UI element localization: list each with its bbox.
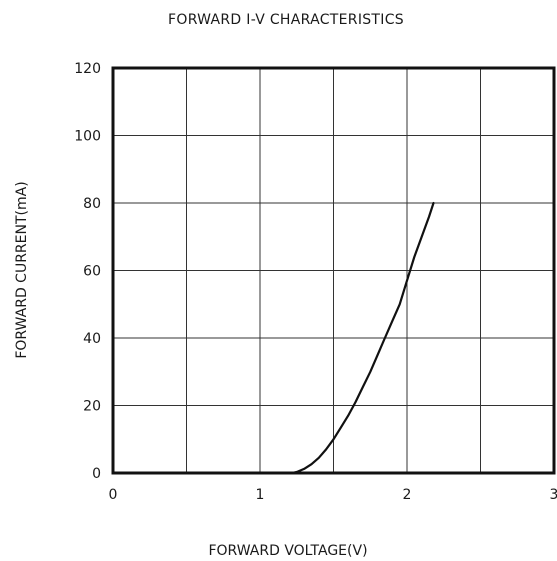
y-tick-label: 120	[74, 61, 101, 77]
tick-labels: 0 1 2 3 0 20 40 60 80 100 120	[74, 61, 557, 503]
x-tick-label: 0	[109, 487, 118, 503]
plot-frame	[111, 66, 556, 475]
series-layer	[291, 201, 435, 475]
y-axis-title: FORWARD CURRENT(mA)	[14, 181, 30, 358]
y-tick-label: 20	[83, 399, 101, 415]
x-tick-label: 2	[403, 487, 412, 503]
x-tick-label: 3	[550, 487, 557, 503]
grid	[113, 68, 554, 473]
chart-title: FORWARD I-V CHARACTERISTICS	[168, 12, 404, 28]
y-tick-label: 40	[83, 331, 101, 347]
y-tick-label: 80	[83, 196, 101, 212]
iv-curve-line	[291, 201, 435, 475]
y-tick-label: 60	[83, 264, 101, 280]
y-tick-label: 100	[74, 129, 101, 145]
x-tick-label: 1	[256, 487, 265, 503]
x-axis-title: FORWARD VOLTAGE(V)	[208, 543, 367, 559]
y-tick-label: 0	[92, 466, 101, 482]
